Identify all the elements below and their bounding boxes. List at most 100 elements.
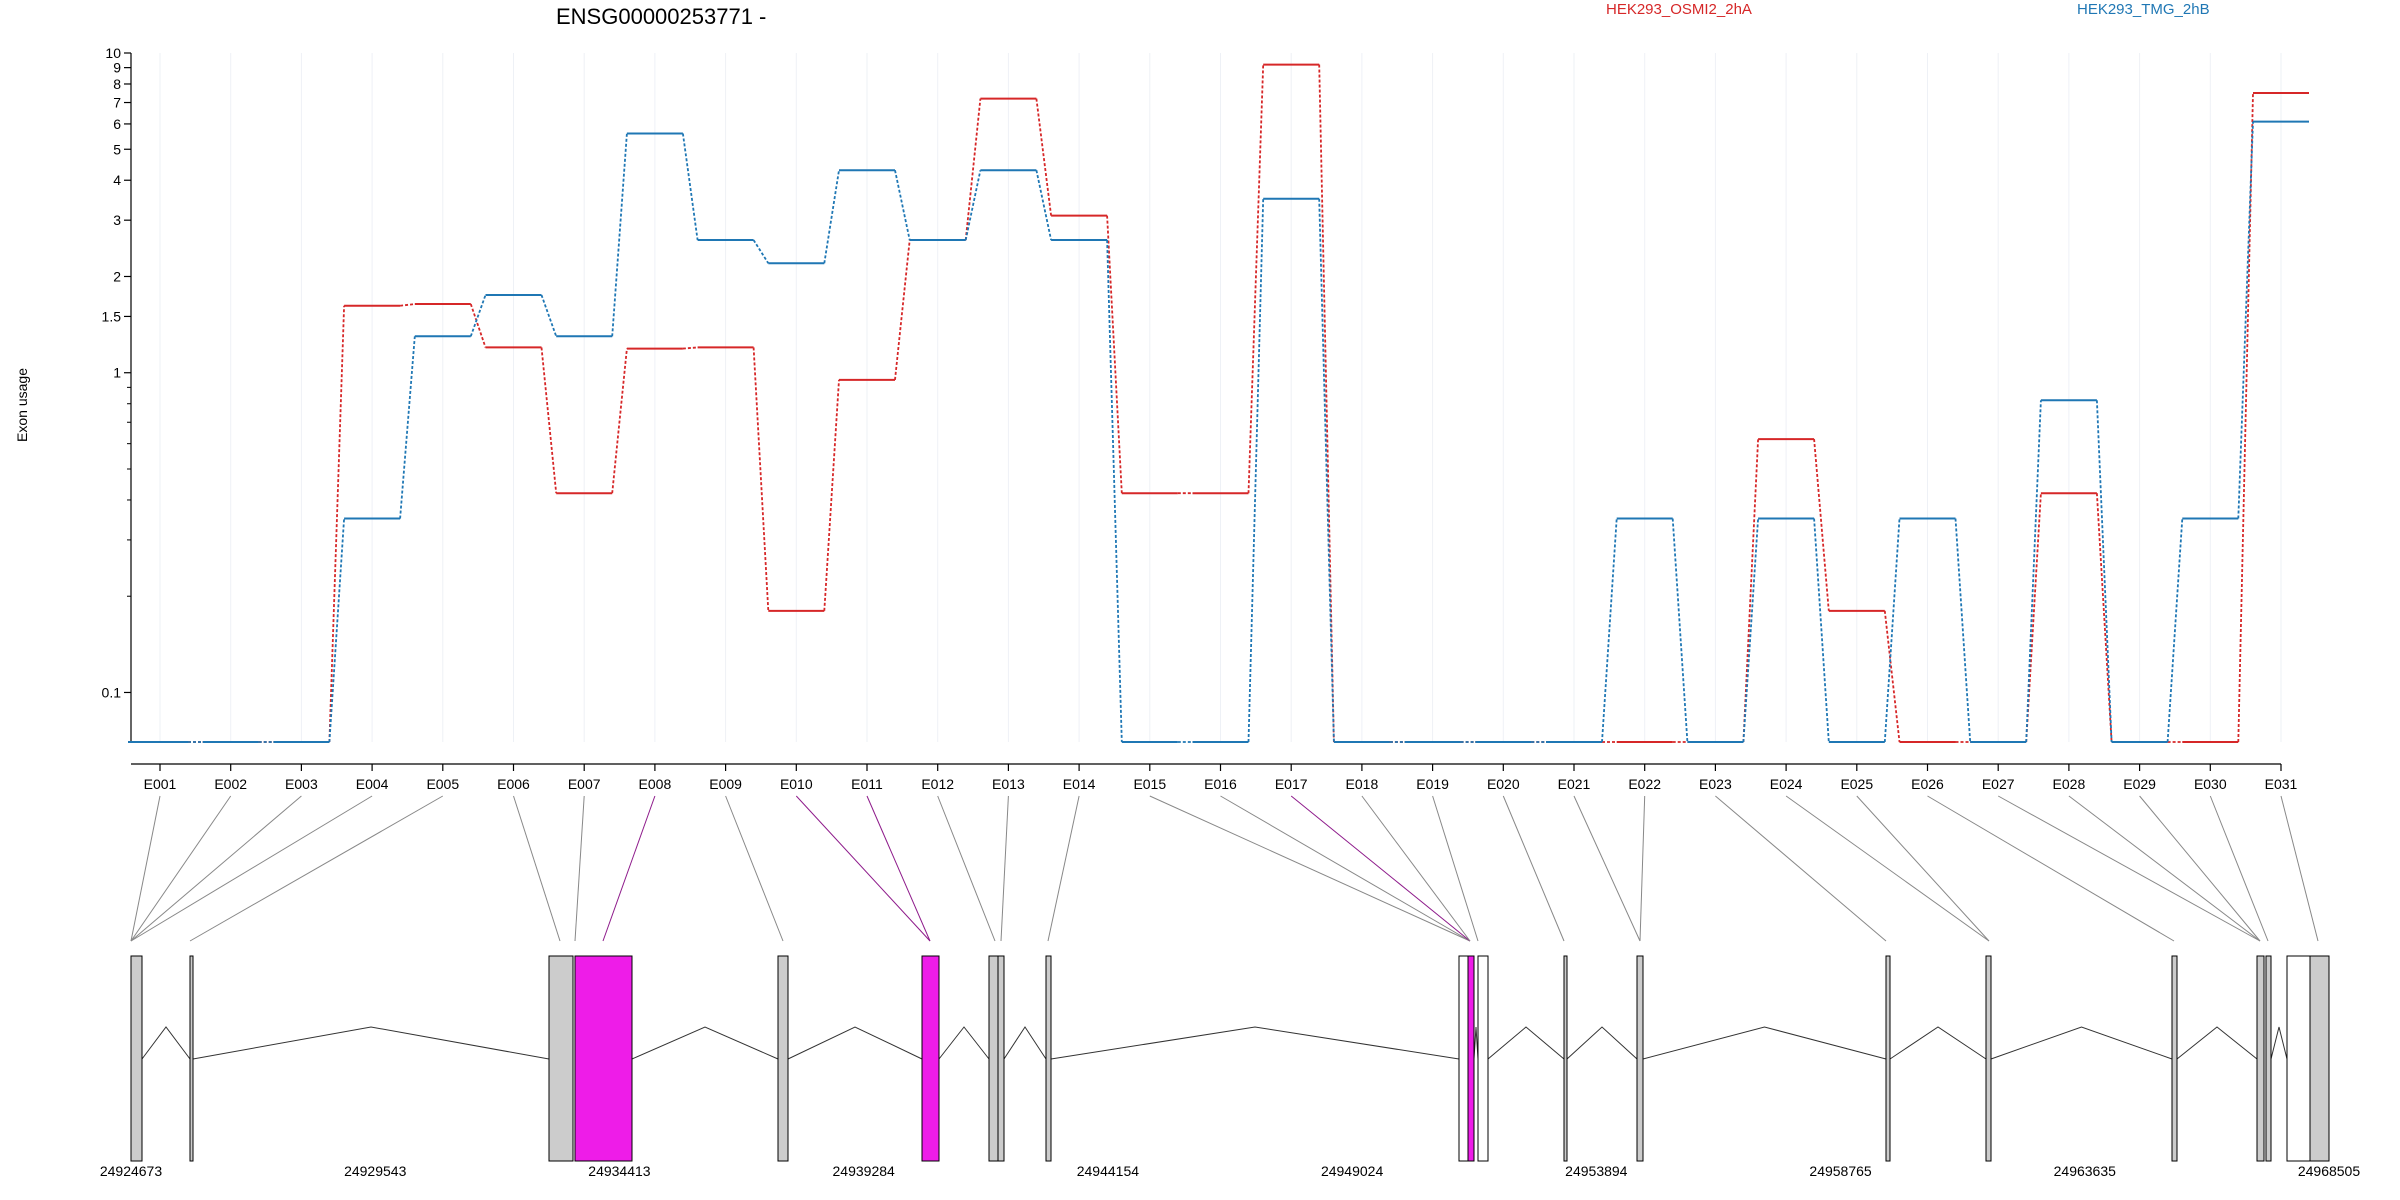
x-tick-label-e011: E011 (851, 776, 883, 792)
x-tick-label-e023: E023 (1699, 776, 1732, 792)
exon-block (1636, 955, 1644, 1162)
genomic-coordinate-label: 24953894 (1565, 1163, 1628, 1179)
y-tick-label: 5 (113, 141, 121, 157)
exon-connector (1573, 795, 1641, 942)
x-tick-label-e021: E021 (1558, 776, 1591, 792)
exon-connector (1502, 795, 1565, 942)
exon-block (988, 955, 999, 1162)
x-tick-label-e015: E015 (1133, 776, 1166, 792)
exon-connector (1639, 795, 1646, 942)
intron (2270, 1026, 2288, 1060)
y-tick-label: 7 (113, 95, 121, 111)
exon-block (2309, 955, 2330, 1162)
x-tick-label-e014: E014 (1063, 776, 1096, 792)
gene-model: 24924673 24929543 24934413 24939284 24944154… (100, 795, 2361, 1179)
intron (1050, 1026, 1460, 1060)
exon-block (189, 955, 194, 1162)
intron (938, 1026, 990, 1060)
intron (1642, 1026, 1887, 1060)
x-tick-label-e009: E009 (709, 776, 742, 792)
intron (787, 1026, 923, 1060)
intron (1990, 1026, 2173, 1060)
x-tick-label-e025: E025 (1840, 776, 1873, 792)
exon-connector (866, 795, 931, 942)
exon-connector (1432, 795, 1479, 942)
genomic-coordinate-label: 24944154 (1077, 1163, 1140, 1179)
x-tick-label-e017: E017 (1275, 776, 1308, 792)
genomic-coordinate-label: 24924673 (100, 1163, 163, 1179)
x-tick-label-e030: E030 (2194, 776, 2227, 792)
exon-connector (2068, 795, 2261, 942)
genomic-coordinate-label: 24939284 (833, 1163, 896, 1179)
exon-block (1563, 955, 1568, 1162)
exon-connector (1000, 795, 1009, 942)
exon-connector (1047, 795, 1080, 942)
y-tick-label: 3 (113, 212, 121, 228)
exon-connector (1927, 795, 2175, 942)
exon-block (2256, 955, 2265, 1162)
y-tick-label: 1.5 (102, 308, 122, 324)
y-tick-label: 6 (113, 116, 121, 132)
x-tick-label-e027: E027 (1982, 776, 2015, 792)
genomic-coordinate-label: 24968505 (2298, 1163, 2361, 1179)
intron (2176, 1026, 2258, 1060)
y-tick-label: 4 (113, 172, 121, 188)
x-tick-label-e004: E004 (356, 776, 389, 792)
x-tick-label-e028: E028 (2053, 776, 2086, 792)
genomic-coordinate-label: 24958765 (1809, 1163, 1872, 1179)
y-tick-label: 2 (113, 268, 121, 284)
genomic-coordinate-label: 24929543 (344, 1163, 407, 1179)
intron (631, 1026, 779, 1060)
genomic-coordinate-label: 24949024 (1321, 1163, 1384, 1179)
exon-connector (1856, 795, 1990, 942)
exon-connector (937, 795, 996, 942)
exon-block (1477, 955, 1489, 1162)
intron (1003, 1026, 1047, 1060)
y-tick-label: 10 (105, 45, 121, 61)
x-tick-label-e022: E022 (1628, 776, 1661, 792)
exon-connector (130, 795, 373, 942)
intron (1473, 1026, 1479, 1060)
exon-block (130, 955, 143, 1162)
y-tick-label: 9 (113, 60, 121, 76)
genomic-coordinate-label: 24934413 (588, 1163, 651, 1179)
exon-connector (795, 795, 931, 942)
exon-connector (130, 795, 302, 942)
intron (1889, 1026, 1987, 1060)
exon-block (1045, 955, 1052, 1162)
x-tick-label-e016: E016 (1204, 776, 1237, 792)
exon-block (2265, 955, 2272, 1162)
exon-connector (1290, 795, 1471, 942)
x-tick-label-e020: E020 (1487, 776, 1520, 792)
exon-block (777, 955, 789, 1162)
exon-connector (130, 795, 232, 942)
series-1 (128, 63, 2309, 743)
exon-connector (130, 795, 161, 942)
exon-block (1985, 955, 1992, 1162)
x-tick-label-e012: E012 (921, 776, 954, 792)
y-tick-label: 0.1 (102, 684, 122, 700)
x-tick-label-e013: E013 (992, 776, 1025, 792)
series-2 (128, 120, 2309, 743)
exon-block (2171, 955, 2178, 1162)
exon-block (921, 955, 940, 1162)
exon-block (548, 955, 574, 1162)
intron (1487, 1026, 1565, 1060)
y-tick-label: 8 (113, 76, 121, 92)
exon-connector (725, 795, 784, 942)
exon-block (997, 955, 1005, 1162)
y-tick-label: 1 (113, 365, 121, 381)
exon-block (1458, 955, 1469, 1162)
exon-connector (602, 795, 656, 942)
intron (192, 1026, 550, 1060)
exon-block (1885, 955, 1891, 1162)
x-tick-label-e010: E010 (780, 776, 813, 792)
legend-series-1: HEK293_OSMI2_2hA (1606, 1, 1752, 18)
x-tick-label-e005: E005 (426, 776, 459, 792)
exon-connector (2139, 795, 2261, 942)
chart-title: ENSG00000253771 - (556, 4, 766, 29)
x-tick-label-e008: E008 (639, 776, 672, 792)
intron (1566, 1026, 1638, 1060)
exon-connector (2280, 795, 2319, 942)
